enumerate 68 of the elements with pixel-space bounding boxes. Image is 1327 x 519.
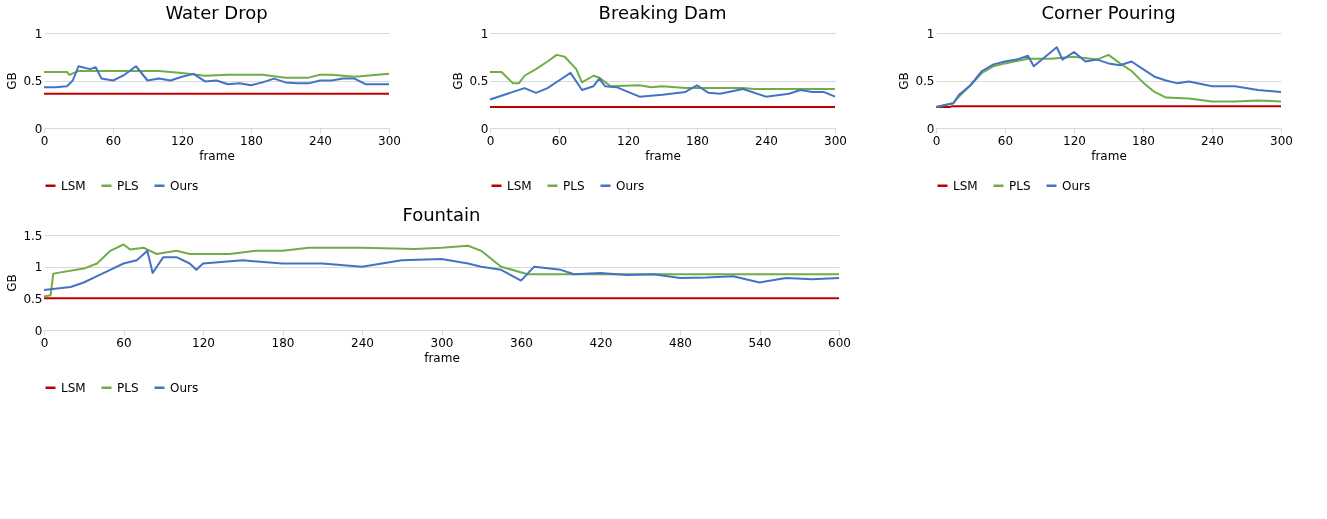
line-series	[489, 53, 836, 91]
y-tick-label: 0.5	[915, 74, 935, 88]
y-tick-label: 0	[34, 323, 43, 338]
y-tick-label: 0	[480, 121, 489, 136]
x-tick-label: 240	[1201, 133, 1224, 148]
legend-label: PLS	[117, 178, 139, 193]
x-axis-title: frame	[199, 148, 235, 163]
y-tick-label: 0	[926, 121, 935, 136]
x-tick-label: 180	[1132, 133, 1155, 148]
x-tick-label: 60	[116, 335, 132, 350]
x-tick-label: 240	[309, 133, 332, 148]
y-tick-label: 1	[926, 26, 935, 41]
x-tick-label: 480	[669, 335, 692, 350]
chart-title: Breaking Dam	[598, 2, 727, 23]
legend-label: PLS	[117, 380, 139, 395]
legend-label: Ours	[170, 178, 199, 193]
legend-label: Ours	[170, 380, 199, 395]
y-axis-title: GB	[5, 72, 20, 90]
x-tick-label: 60	[997, 133, 1014, 148]
line-series	[43, 65, 390, 89]
y-tick-label: 0.5	[469, 74, 489, 88]
legend-label: LSM	[953, 178, 978, 193]
x-tick-label: 240	[351, 335, 374, 350]
y-tick-label: 0	[34, 121, 43, 136]
legend-label: LSM	[507, 178, 532, 193]
legend-label: LSM	[61, 380, 86, 395]
x-tick-label: 180	[240, 133, 263, 148]
legend-label: Ours	[1062, 178, 1091, 193]
x-tick-label: 120	[171, 133, 194, 148]
legend-label: PLS	[1009, 178, 1031, 193]
y-tick-label: 1	[480, 26, 489, 41]
y-axis-title: GB	[5, 274, 20, 292]
y-tick-label: 0.5	[23, 74, 43, 88]
x-tick-label: 120	[617, 133, 640, 148]
x-tick-label: 300	[1270, 133, 1293, 148]
y-axis-title: GB	[451, 72, 466, 90]
line-series	[43, 243, 840, 298]
y-tick-label: 1.5	[23, 228, 43, 243]
chart-title: Fountain	[402, 204, 481, 225]
x-tick-label: 240	[755, 133, 778, 148]
x-tick-label: 180	[686, 133, 709, 148]
y-axis-title: GB	[897, 72, 912, 90]
x-tick-label: 540	[748, 335, 772, 350]
x-axis-title: frame	[645, 148, 681, 163]
legend-label: Ours	[616, 178, 645, 193]
legend-label: LSM	[61, 178, 86, 193]
x-tick-label: 300	[824, 133, 847, 148]
y-tick-label: 1	[34, 260, 43, 275]
y-tick-label: 1	[34, 26, 43, 41]
x-tick-label: 120	[1063, 133, 1086, 148]
x-tick-label: 600	[828, 335, 851, 350]
x-tick-label: 420	[589, 335, 613, 350]
x-tick-label: 120	[192, 335, 215, 350]
line-series	[489, 71, 836, 101]
legend-label: PLS	[563, 178, 585, 193]
chart-title: Corner Pouring	[1041, 2, 1176, 23]
line-series	[43, 249, 840, 292]
x-tick-label: 360	[510, 335, 533, 350]
x-axis-title: frame	[424, 350, 460, 365]
x-tick-label: 180	[271, 335, 295, 350]
x-tick-label: 60	[551, 133, 568, 148]
x-tick-label: 300	[378, 133, 401, 148]
x-axis-title: frame	[1091, 148, 1127, 163]
y-tick-label: 0.5	[23, 291, 43, 306]
chart-title: Water Drop	[165, 2, 268, 23]
x-tick-label: 60	[105, 133, 122, 148]
x-tick-label: 300	[430, 335, 454, 350]
line-series	[43, 70, 390, 79]
